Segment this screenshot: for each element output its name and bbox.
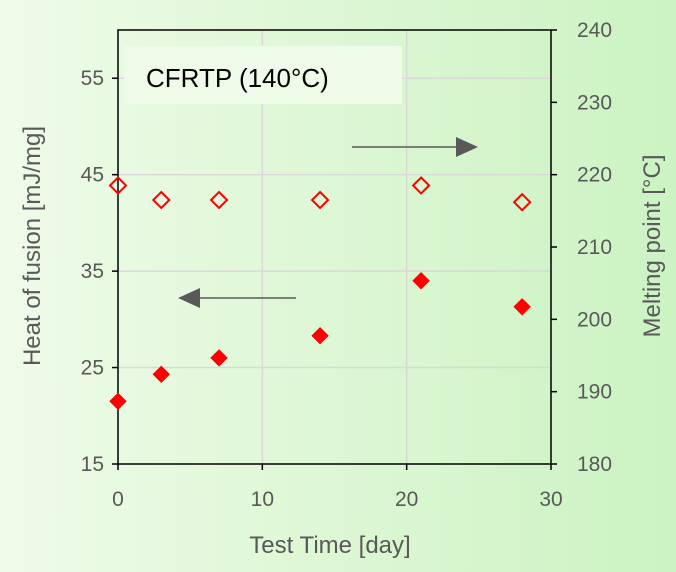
right-axis: 180 190 200 210 220 230 240 — [551, 19, 612, 476]
x-axis-title: Test Time [day] — [249, 532, 410, 559]
x-tick-label: 20 — [395, 488, 418, 511]
y-right-tick-label: 190 — [577, 381, 612, 404]
heat-of-fusion-point — [311, 327, 329, 345]
annotation-arrows — [178, 137, 478, 308]
y-right-tick-label: 220 — [577, 164, 612, 187]
melting-point-point — [411, 176, 431, 195]
x-axis: 0 10 20 30 — [112, 464, 563, 511]
left-axis: 15 25 35 45 55 — [81, 67, 118, 476]
right-arrow-head — [456, 137, 478, 157]
melting-point-point — [209, 190, 229, 210]
y-right-tick-label: 210 — [577, 236, 612, 259]
heat-of-fusion-point — [152, 365, 171, 384]
melting-point-point — [151, 190, 171, 210]
left-arrow-head — [178, 288, 200, 308]
melting-point-point — [512, 192, 532, 212]
y-left-tick-label: 15 — [81, 453, 104, 476]
chart-title: CFRTP (140°C) — [146, 63, 329, 93]
melting-point-point — [310, 190, 330, 210]
x-tick-label: 0 — [112, 488, 124, 511]
x-tick-label: 30 — [539, 488, 562, 511]
data-markers — [108, 176, 532, 411]
heat-of-fusion-point — [109, 392, 127, 411]
y-right-tick-label: 240 — [577, 19, 612, 42]
y-left-axis-title: Heat of fusion [mJ/mg] — [19, 126, 46, 366]
y-right-axis-title: Melting point [°C] — [639, 154, 666, 337]
heat-of-fusion-point — [210, 349, 228, 367]
chart-title-box — [124, 46, 402, 104]
heat-of-fusion-point — [513, 298, 531, 316]
y-left-tick-label: 35 — [81, 260, 104, 283]
heat-of-fusion-point — [412, 272, 430, 290]
y-right-tick-label: 230 — [577, 91, 612, 114]
y-left-tick-label: 45 — [81, 164, 104, 187]
y-right-tick-label: 180 — [577, 453, 612, 476]
y-right-tick-label: 200 — [577, 308, 612, 331]
melting-point-point — [108, 176, 128, 195]
y-left-tick-label: 25 — [81, 357, 104, 380]
y-left-tick-label: 55 — [81, 67, 104, 90]
x-tick-label: 10 — [251, 488, 274, 511]
